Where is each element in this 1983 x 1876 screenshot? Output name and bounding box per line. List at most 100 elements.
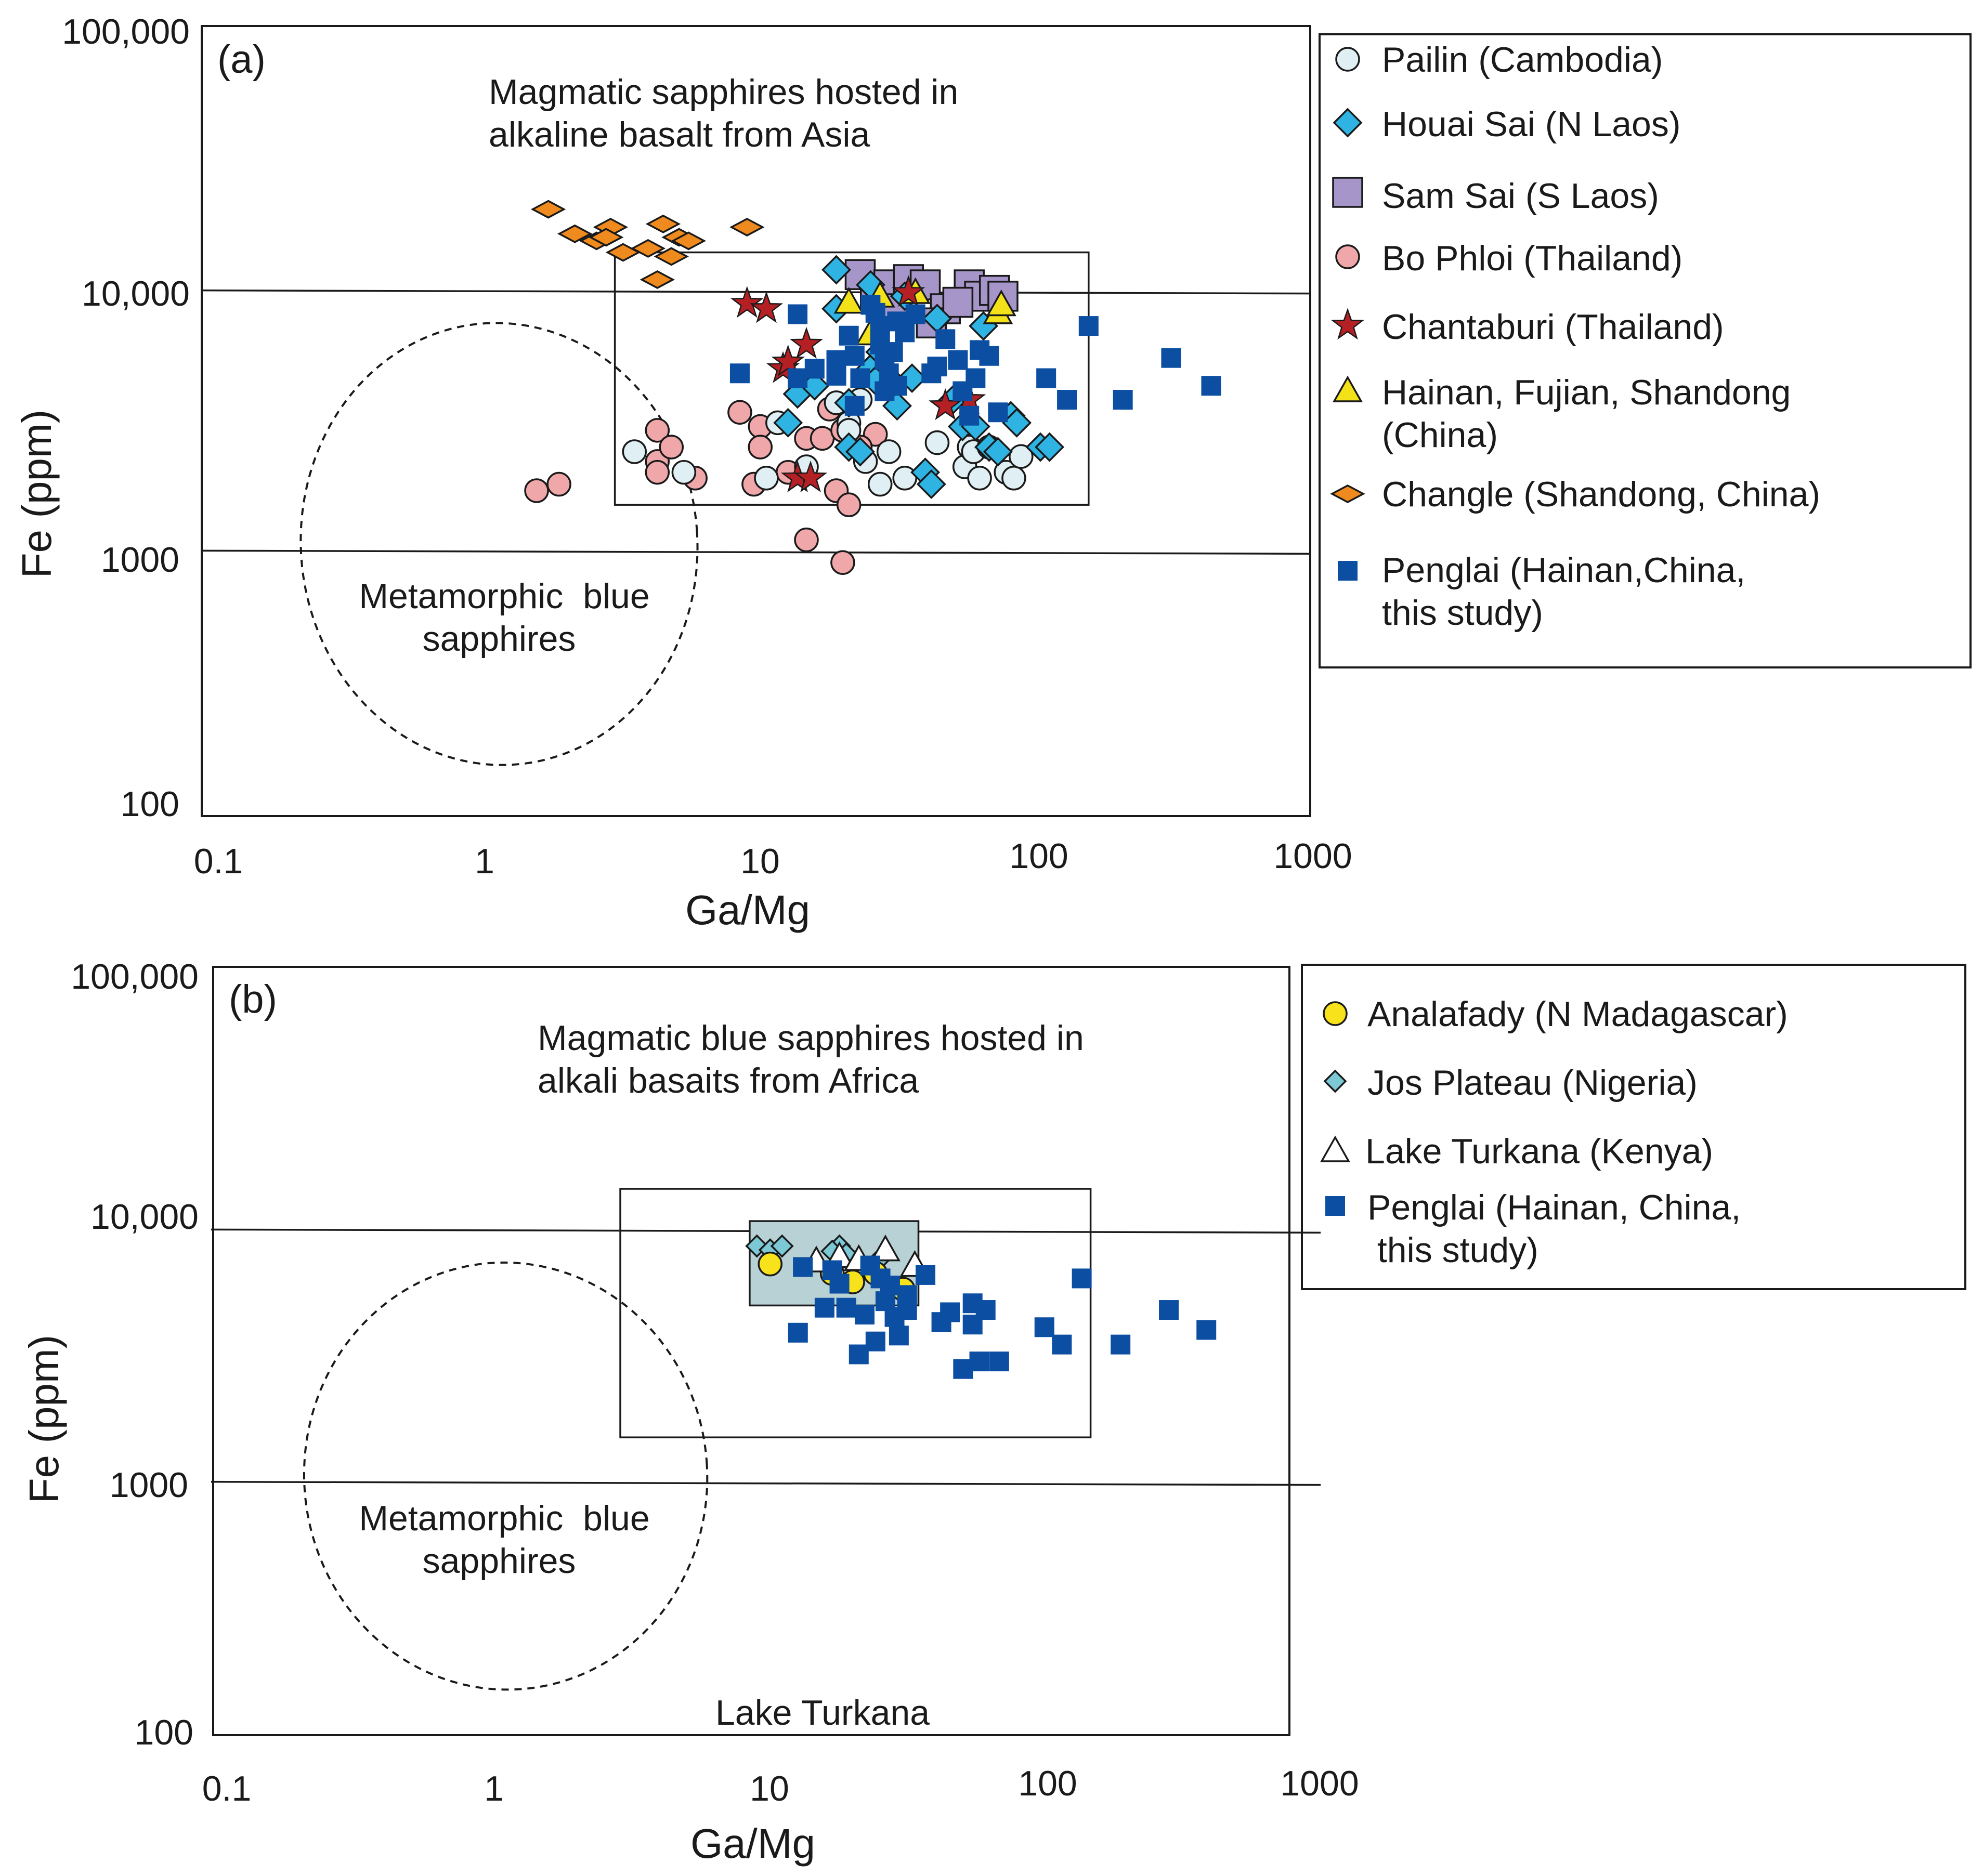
legend-label-china-line-2: (China): [1382, 415, 1498, 455]
legend-marker-pailin: [1335, 47, 1360, 72]
data-point-penglai: [1159, 1300, 1179, 1320]
reference-line-y-1000: [201, 549, 1311, 555]
data-point-penglai: [889, 1326, 909, 1346]
data-point-bo_phloi: [645, 418, 670, 443]
data-point-houai_sai: [1035, 432, 1065, 462]
legend-marker-analafady: [1323, 1001, 1348, 1026]
legend-marker-penglai-b: [1325, 1196, 1345, 1216]
data-point-penglai: [788, 1322, 808, 1343]
y-tick-label: 100: [135, 1713, 193, 1752]
legend-marker-lake-turkana: [1320, 1135, 1350, 1162]
legend-item-pailin: Pailin (Cambodia): [1335, 40, 1663, 80]
legend-item-houai-sai: Houai Sai (N Laos): [1333, 104, 1680, 144]
data-point-penglai: [1034, 1317, 1054, 1337]
plot-frame-a: [201, 25, 1311, 817]
y-axis-label-b: Fe (ppm): [21, 1335, 67, 1504]
data-point-changle: [640, 270, 675, 289]
data-point-penglai: [804, 359, 825, 379]
legend-marker-china: [1333, 375, 1363, 402]
data-point-penglai: [905, 304, 925, 324]
legend-item-penglai-a: Penglai (Hainan,China, this study): [1338, 550, 1745, 633]
data-point-penglai: [839, 325, 859, 346]
legend-symbol-turkana: [1320, 1135, 1350, 1162]
data-point-changle: [654, 247, 689, 266]
legend-label-penglai-b-line-1: Penglai (Hainan, China,: [1367, 1188, 1741, 1227]
x-tick-label: 10: [740, 842, 780, 881]
data-point-penglai: [979, 346, 999, 366]
data-point-penglai: [829, 1274, 850, 1294]
y-tick-label: 1000: [101, 540, 179, 580]
data-points-b: [745, 1234, 1217, 1379]
data-point-penglai: [1052, 1334, 1072, 1355]
data-point-changle: [557, 224, 593, 243]
legend-symbol-china: [1333, 375, 1363, 402]
legend-label-jos-plateau: Jos Plateau (Nigeria): [1367, 1063, 1698, 1103]
legend-label-sam-sai: Sam Sai (S Laos): [1382, 176, 1659, 216]
data-point-penglai: [883, 342, 903, 362]
data-point-penglai: [1111, 1334, 1131, 1355]
data-point-houai_sai: [916, 469, 946, 500]
data-point-pailin: [967, 466, 992, 491]
data-point-penglai: [959, 405, 980, 426]
legend-marker-jos-plateau: [1323, 1069, 1347, 1093]
data-point-penglai: [788, 304, 808, 324]
data-point-penglai: [814, 1297, 834, 1318]
x-axis-label-a: Ga/Mg: [685, 887, 810, 933]
y-axis-label-a: Fe (ppm): [14, 410, 60, 579]
x-tick-label: 100: [1009, 836, 1068, 876]
panel-b: (b) Magmatic blue sapphires hosted in al…: [21, 957, 1966, 1867]
data-point-chantaburi: [793, 460, 828, 493]
y-tick-label: 10,000: [82, 274, 190, 313]
data-point-bo_phloi: [524, 478, 549, 503]
data-point-penglai: [793, 1257, 813, 1277]
data-point-pailin: [892, 466, 917, 491]
y-tick-label: 100: [121, 784, 179, 824]
data-point-penglai: [1113, 390, 1133, 410]
data-point-penglai: [1201, 376, 1221, 396]
legend-symbol-analafady: [1323, 1001, 1348, 1026]
data-point-penglai: [854, 1305, 875, 1325]
annotation-asia-line-2: alkaline basalt from Asia: [489, 115, 870, 154]
data-point-penglai: [935, 329, 956, 349]
data-point-pailin: [622, 439, 647, 464]
legend-label-bo-phloi: Bo Phloi (Thailand): [1382, 239, 1682, 278]
legend-label-china-line-1: Hainan, Fujian, Shandong: [1382, 373, 1791, 412]
data-point-bo_phloi: [659, 435, 684, 460]
data-point-analafady: [758, 1251, 782, 1277]
data-point-penglai: [988, 402, 1008, 423]
x-axis-label-b: Ga/Mg: [690, 1820, 815, 1867]
data-point-penglai: [1057, 390, 1077, 410]
data-point-penglai: [948, 350, 968, 370]
legend-symbol-pailin: [1335, 47, 1360, 72]
legend-marker-bo-phloi: [1335, 244, 1360, 269]
legend-marker-sam-sai: [1332, 177, 1363, 208]
legend-marker-houai-sai: [1333, 108, 1363, 138]
legend-item-sam-sai: Sam Sai (S Laos): [1332, 176, 1659, 216]
x-tick-label: 100: [1018, 1764, 1077, 1803]
x-tick-label: 1000: [1280, 1764, 1359, 1803]
data-point-penglai: [826, 365, 846, 386]
legend-item-jos-plateau: Jos Plateau (Nigeria): [1323, 1063, 1698, 1103]
data-point-changle: [588, 228, 624, 247]
x-tick-label: 10: [750, 1769, 789, 1808]
data-point-pailin: [924, 430, 950, 455]
data-point-chantaburi: [730, 286, 764, 318]
legend-symbol-bo_phloi: [1335, 244, 1360, 269]
reference-lines-a: [201, 289, 1311, 555]
data-point-chantaburi: [789, 326, 824, 359]
data-point-bo_phloi: [810, 426, 835, 451]
data-point-penglai: [1078, 316, 1099, 336]
data-point-penglai: [844, 396, 865, 416]
data-point-bo_phloi: [645, 460, 670, 485]
legend-box-b: [1301, 964, 1966, 1290]
legend-item-lake-turkana: Lake Turkana (Kenya): [1320, 1132, 1713, 1171]
y-tick-label: 1000: [110, 1465, 188, 1505]
data-point-bo_phloi: [830, 550, 855, 575]
legend-symbol-chantaburi: [1330, 308, 1365, 340]
magmatic-field-box: [619, 1188, 1092, 1438]
x-tick-label: 1: [484, 1769, 504, 1808]
legend-a: Pailin (Cambodia) Houai Sai (N Laos) Sam…: [1330, 40, 1820, 633]
data-point-penglai: [788, 368, 808, 388]
panel-a: (a) Magmatic sapphires hosted in alkalin…: [14, 12, 1972, 933]
annotation-africa-line-2: alkali basaits from Africa: [538, 1061, 919, 1100]
